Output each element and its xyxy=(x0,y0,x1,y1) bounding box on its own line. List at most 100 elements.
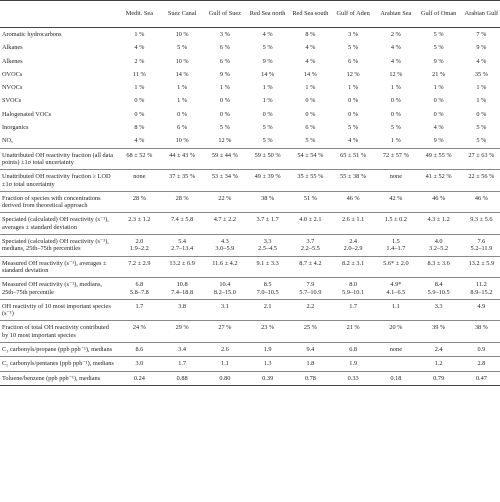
table-cell: 42 % xyxy=(374,190,418,213)
table-cell: 5 % xyxy=(305,137,316,145)
table-row: Aromatic hydrocarbons 1 % 10 % 3 % 4 % 8 % 3 %… xyxy=(0,28,500,42)
table-cell: 5.4 2.7–13.4 xyxy=(160,234,204,257)
table-cell: 10.8 7.4–18.8 xyxy=(160,277,204,300)
table-cell: 9.4 xyxy=(289,342,332,357)
table-cell: 0.78 xyxy=(289,370,332,386)
table-cell: 5 % xyxy=(433,31,444,38)
table-cell: 0.39 xyxy=(246,370,289,386)
table-cell: 7.9 5.7–10.9 xyxy=(289,277,332,300)
row-label: SVOCs xyxy=(2,97,22,105)
table-row: Measured OH reactivity (s⁻¹), averages ±… xyxy=(0,255,500,278)
row-label: Speciated (calculated) OH reactivity (s⁻… xyxy=(0,212,118,235)
table-cell: 35 % xyxy=(474,70,488,78)
table-cell: 21 % xyxy=(331,320,375,343)
table-cell: 1 % xyxy=(348,84,359,92)
table-cell: none xyxy=(374,342,418,357)
table-cell: 28 % xyxy=(160,190,204,213)
table-cell: 3.8 xyxy=(160,298,204,321)
table-cell: 3.7 2.2–5.5 xyxy=(289,234,332,257)
table-cell: 6 % xyxy=(219,57,230,65)
table-cell: 9 % xyxy=(476,44,487,52)
table-cell: 1 % xyxy=(134,84,145,92)
table-cell: 53 ± 34 % xyxy=(203,169,247,192)
table-row: Alkanes 4 % 5 % 6 % 5 % 4 % 5 % 4 % 5 % 9 % xyxy=(0,41,500,54)
table-cell: 3.3 2.5–4.5 xyxy=(246,234,289,257)
row-label: Halogenated VOCs xyxy=(2,110,52,118)
table-cell: 6 % xyxy=(305,124,316,132)
table-row: SVOCs 0 % 1 % 0 % 1 % 0 % 0 % 0 % 0 % 1 % xyxy=(0,94,500,107)
table-cell: 1 % xyxy=(177,84,188,92)
row-label: Aromatic hydrocarbons xyxy=(2,31,62,38)
row-label: Unattributed OH reactivity fraction ≥ LO… xyxy=(0,169,118,192)
table-cell: 0.79 xyxy=(417,370,460,386)
table-cell: 2 % xyxy=(390,31,401,38)
table-cell: 4.9 xyxy=(460,298,500,321)
table-cell: 8 % xyxy=(134,124,145,132)
table-cell: 8.0 5.9–10.1 xyxy=(331,277,375,300)
table-cell: 54 ± 54 % xyxy=(289,147,332,170)
table-cell: 5 % xyxy=(476,124,487,132)
table-cell: 1.9 xyxy=(246,342,289,357)
table-cell: 0 % xyxy=(134,110,145,118)
table-cell: 0 % xyxy=(476,110,487,118)
table-cell: 2.6 ± 1.1 xyxy=(331,212,375,235)
table-cell: 0.18 xyxy=(374,370,418,386)
table-cell: 5.6* ± 2.0 xyxy=(374,255,418,278)
row-label: Inorganics xyxy=(2,124,29,132)
table-cell: 3.3 xyxy=(417,298,460,321)
row-label: Measured OH reactivity (s⁻¹), medians, 2… xyxy=(0,277,118,300)
table-cell: 1.1 xyxy=(374,298,418,321)
table-row: Measured OH reactivity (s⁻¹), medians, 2… xyxy=(0,277,500,300)
row-label: OH reactivity of 10 most important speci… xyxy=(0,298,118,321)
table-cell: 8.5 7.0–10.5 xyxy=(246,277,289,300)
table-cell: 2.6 xyxy=(203,342,247,357)
table-row: C₃ carbonyls/propane (ppb ppb⁻¹), median… xyxy=(0,342,500,357)
table-cell: 0 % xyxy=(134,97,145,105)
table-cell: 46 % xyxy=(417,190,460,213)
table-cell: 12 % xyxy=(389,70,403,78)
table-cell: 37 ± 35 % xyxy=(160,169,204,192)
table-cell: 4.0 3.2–5.2 xyxy=(417,234,460,257)
row-label: Alkanes xyxy=(2,44,23,52)
table-row: OH reactivity of 10 most important speci… xyxy=(0,298,500,321)
table-cell: 12 % xyxy=(218,137,232,145)
table-cell: 4 % xyxy=(305,44,316,52)
row-label: OVOCs xyxy=(2,70,23,78)
table-cell: 9 % xyxy=(433,57,444,65)
row-label: Unattributed OH reactivity fraction (all… xyxy=(0,147,118,170)
table-row: Inorganics 8 % 6 % 5 % 5 % 6 % 5 % 5 % 4 % 5 % xyxy=(0,121,500,134)
table-cell: 1 % xyxy=(305,84,316,92)
table-row: Fraction of species with concentrations … xyxy=(0,190,500,213)
table-cell: 28 % xyxy=(118,190,161,213)
table-cell: 21 % xyxy=(432,70,446,78)
table-cell: 1 % xyxy=(390,84,401,92)
table-cell: 25 % xyxy=(289,320,332,343)
table-cell: 5 % xyxy=(219,124,230,132)
table-cell: 1 % xyxy=(219,84,230,92)
table-cell: 8.3 ± 3.6 xyxy=(417,255,460,278)
table-cell: 1.9 xyxy=(331,356,375,372)
column-header: Red Sea north xyxy=(246,0,289,28)
row-label: Measured OH reactivity (s⁻¹), averages ±… xyxy=(0,255,118,278)
table-cell: 5 % xyxy=(433,44,444,52)
table-cell: 12 % xyxy=(346,70,360,78)
table-cell: 4 % xyxy=(433,124,444,132)
table-cell: 38 % xyxy=(460,320,500,343)
table-cell: 2 % xyxy=(134,57,145,65)
header-row: Medit. Sea Suez Canal Gulf of Suez Red Sea … xyxy=(0,0,500,28)
table-cell: 5 % xyxy=(262,137,273,145)
table-cell: 0 % xyxy=(433,110,444,118)
table-cell: 5 % xyxy=(177,44,188,52)
table-cell: 29 % xyxy=(160,320,204,343)
table-cell: 5 % xyxy=(390,124,401,132)
table-cell: 1.3 xyxy=(246,356,289,372)
table-cell: 14 % xyxy=(175,70,189,78)
table-cell: 3.1 xyxy=(203,298,247,321)
column-header: Arabian Sea xyxy=(374,0,418,28)
table-cell: 1 % xyxy=(262,97,273,105)
table-cell: 1.2 xyxy=(417,356,460,372)
row-label: NVOCs xyxy=(2,84,23,92)
table-row: Alkenes 2 % 10 % 6 % 9 % 4 % 6 % 4 % 9 % 4 % xyxy=(0,55,500,68)
table-cell: 6.8 xyxy=(331,342,375,357)
